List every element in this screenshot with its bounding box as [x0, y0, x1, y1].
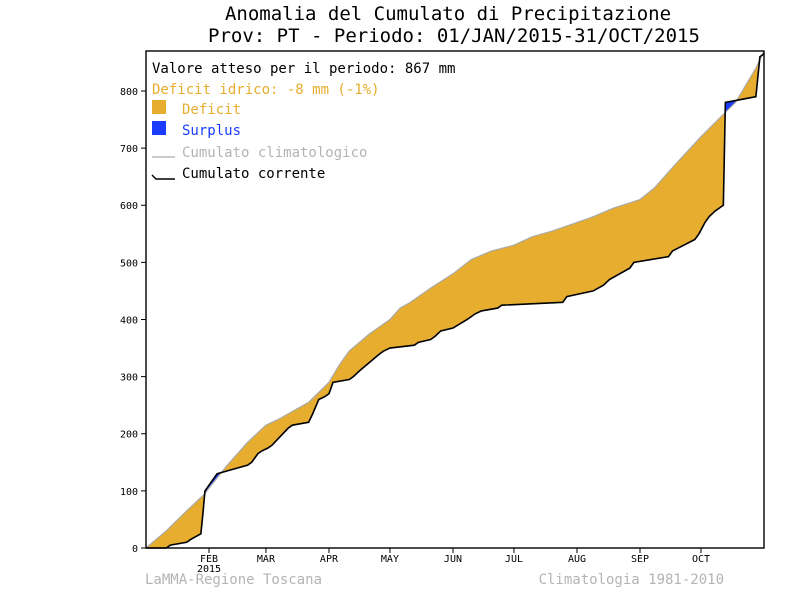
legend-deficit-swatch	[152, 100, 166, 114]
plot-frame	[145, 50, 765, 549]
x-tick-year-label: 2015	[197, 564, 221, 575]
legend-deficit-label: Deficit	[182, 102, 241, 118]
legend: Valore atteso per il periodo: 867 mm Def…	[151, 61, 455, 182]
x-tick-label-may: MAY	[381, 554, 399, 565]
y-tick-label-800: 800	[120, 87, 138, 98]
legend-deficit-note: Deficit idrico: -8 mm (-1%)	[152, 82, 380, 98]
x-tick-label-sep: SEP	[631, 554, 649, 565]
deficit-area-2	[221, 112, 725, 473]
y-tick-label-300: 300	[120, 373, 138, 384]
y-tick-label-400: 400	[120, 315, 138, 326]
y-tick-label-200: 200	[120, 430, 138, 441]
legend-climatological-label: Cumulato climatologico	[182, 145, 367, 161]
y-tick-label-700: 700	[120, 144, 138, 155]
x-tick-label-apr: APR	[320, 554, 339, 565]
y-tick-label-100: 100	[120, 487, 138, 498]
x-tick-label-feb: FEB	[200, 554, 218, 565]
y-axis: 0 100 200 300 400 500 600 700 800	[120, 87, 146, 555]
x-tick-label-aug: AUG	[568, 554, 586, 565]
footer-right: Climatologia 1981-2010	[539, 572, 724, 588]
legend-current-line	[151, 174, 175, 180]
legend-expected-value: Valore atteso per il periodo: 867 mm	[152, 61, 455, 77]
y-tick-label-0: 0	[132, 544, 138, 555]
y-tick-label-600: 600	[120, 201, 138, 212]
y-tick-label-500: 500	[120, 258, 138, 269]
climatological-line	[145, 50, 765, 549]
x-tick-label-jun: JUN	[444, 554, 462, 565]
legend-surplus-swatch	[152, 121, 166, 135]
legend-current-label: Cumulato corrente	[182, 166, 325, 182]
chart-subtitle: Prov: PT - Periodo: 01/JAN/2015-31/OCT/2…	[208, 25, 700, 47]
chart-title: Anomalia del Cumulato di Precipitazione	[225, 3, 671, 25]
deficit-area-0	[146, 494, 205, 548]
x-tick-label-oct: OCT	[692, 554, 710, 565]
current-line	[146, 53, 765, 549]
legend-surplus-label: Surplus	[182, 123, 241, 139]
footer-left: LaMMA-Regione Toscana	[145, 572, 322, 588]
x-tick-label-mar: MAR	[257, 554, 276, 565]
x-tick-label-jul: JUL	[505, 554, 523, 565]
